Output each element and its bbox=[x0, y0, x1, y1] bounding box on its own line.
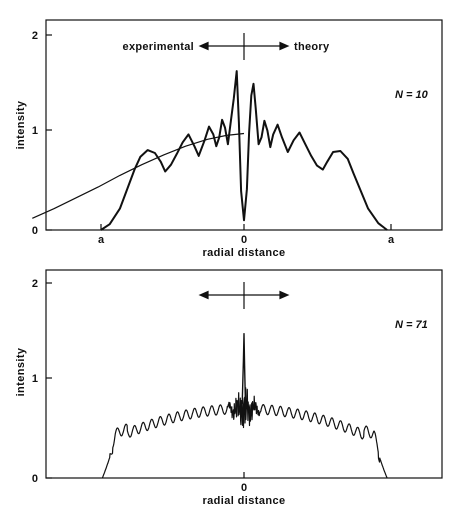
arrowhead-right-top bbox=[279, 41, 290, 51]
y-tick-label-2-bottom: 2 bbox=[32, 278, 38, 290]
direction-marker-bottom bbox=[198, 282, 290, 309]
n-label-bottom: N = 71 bbox=[395, 319, 428, 331]
annotation-theory: theory bbox=[294, 41, 330, 53]
n-label-top: N = 10 bbox=[395, 89, 429, 101]
central-peak-n71 bbox=[241, 333, 248, 421]
y-tick-label-2-top: 2 bbox=[32, 30, 38, 42]
theory-curve-n10 bbox=[32, 132, 245, 219]
arrowhead-left-top bbox=[198, 41, 209, 51]
y-tick-label-1-bottom: 1 bbox=[32, 373, 38, 385]
x-axis-label-top: radial distance bbox=[202, 247, 285, 259]
y-tick-label-1-top: 1 bbox=[32, 125, 38, 137]
y-tick-label-0-bottom: 0 bbox=[32, 473, 38, 485]
direction-marker-top bbox=[198, 33, 290, 60]
arrowhead-right-bottom bbox=[279, 290, 290, 300]
x-tick-label-a-left-top: a bbox=[98, 234, 105, 246]
y-axis-label-top: intensity bbox=[15, 100, 27, 149]
curves-top bbox=[32, 70, 388, 231]
arrowhead-left-bottom bbox=[198, 290, 209, 300]
y-axis-label-bottom: intensity bbox=[15, 347, 27, 396]
x-axis-label-bottom: radial distance bbox=[202, 495, 285, 507]
panel-top-n10: 0 1 2 a 0 a intensity radial distance ex… bbox=[15, 19, 443, 259]
annotation-experimental: experimental bbox=[123, 41, 194, 53]
x-tick-label-0-bottom: 0 bbox=[241, 482, 247, 494]
experimental-curve-n10 bbox=[100, 70, 388, 231]
panel-bottom-n71: 0 1 2 0 intensity radial distance N = 71 bbox=[15, 269, 443, 507]
x-tick-label-0-top: 0 bbox=[241, 234, 247, 246]
x-tick-label-a-right-top: a bbox=[388, 234, 395, 246]
y-tick-label-0-top: 0 bbox=[32, 225, 38, 237]
curves-bottom bbox=[101, 333, 388, 479]
